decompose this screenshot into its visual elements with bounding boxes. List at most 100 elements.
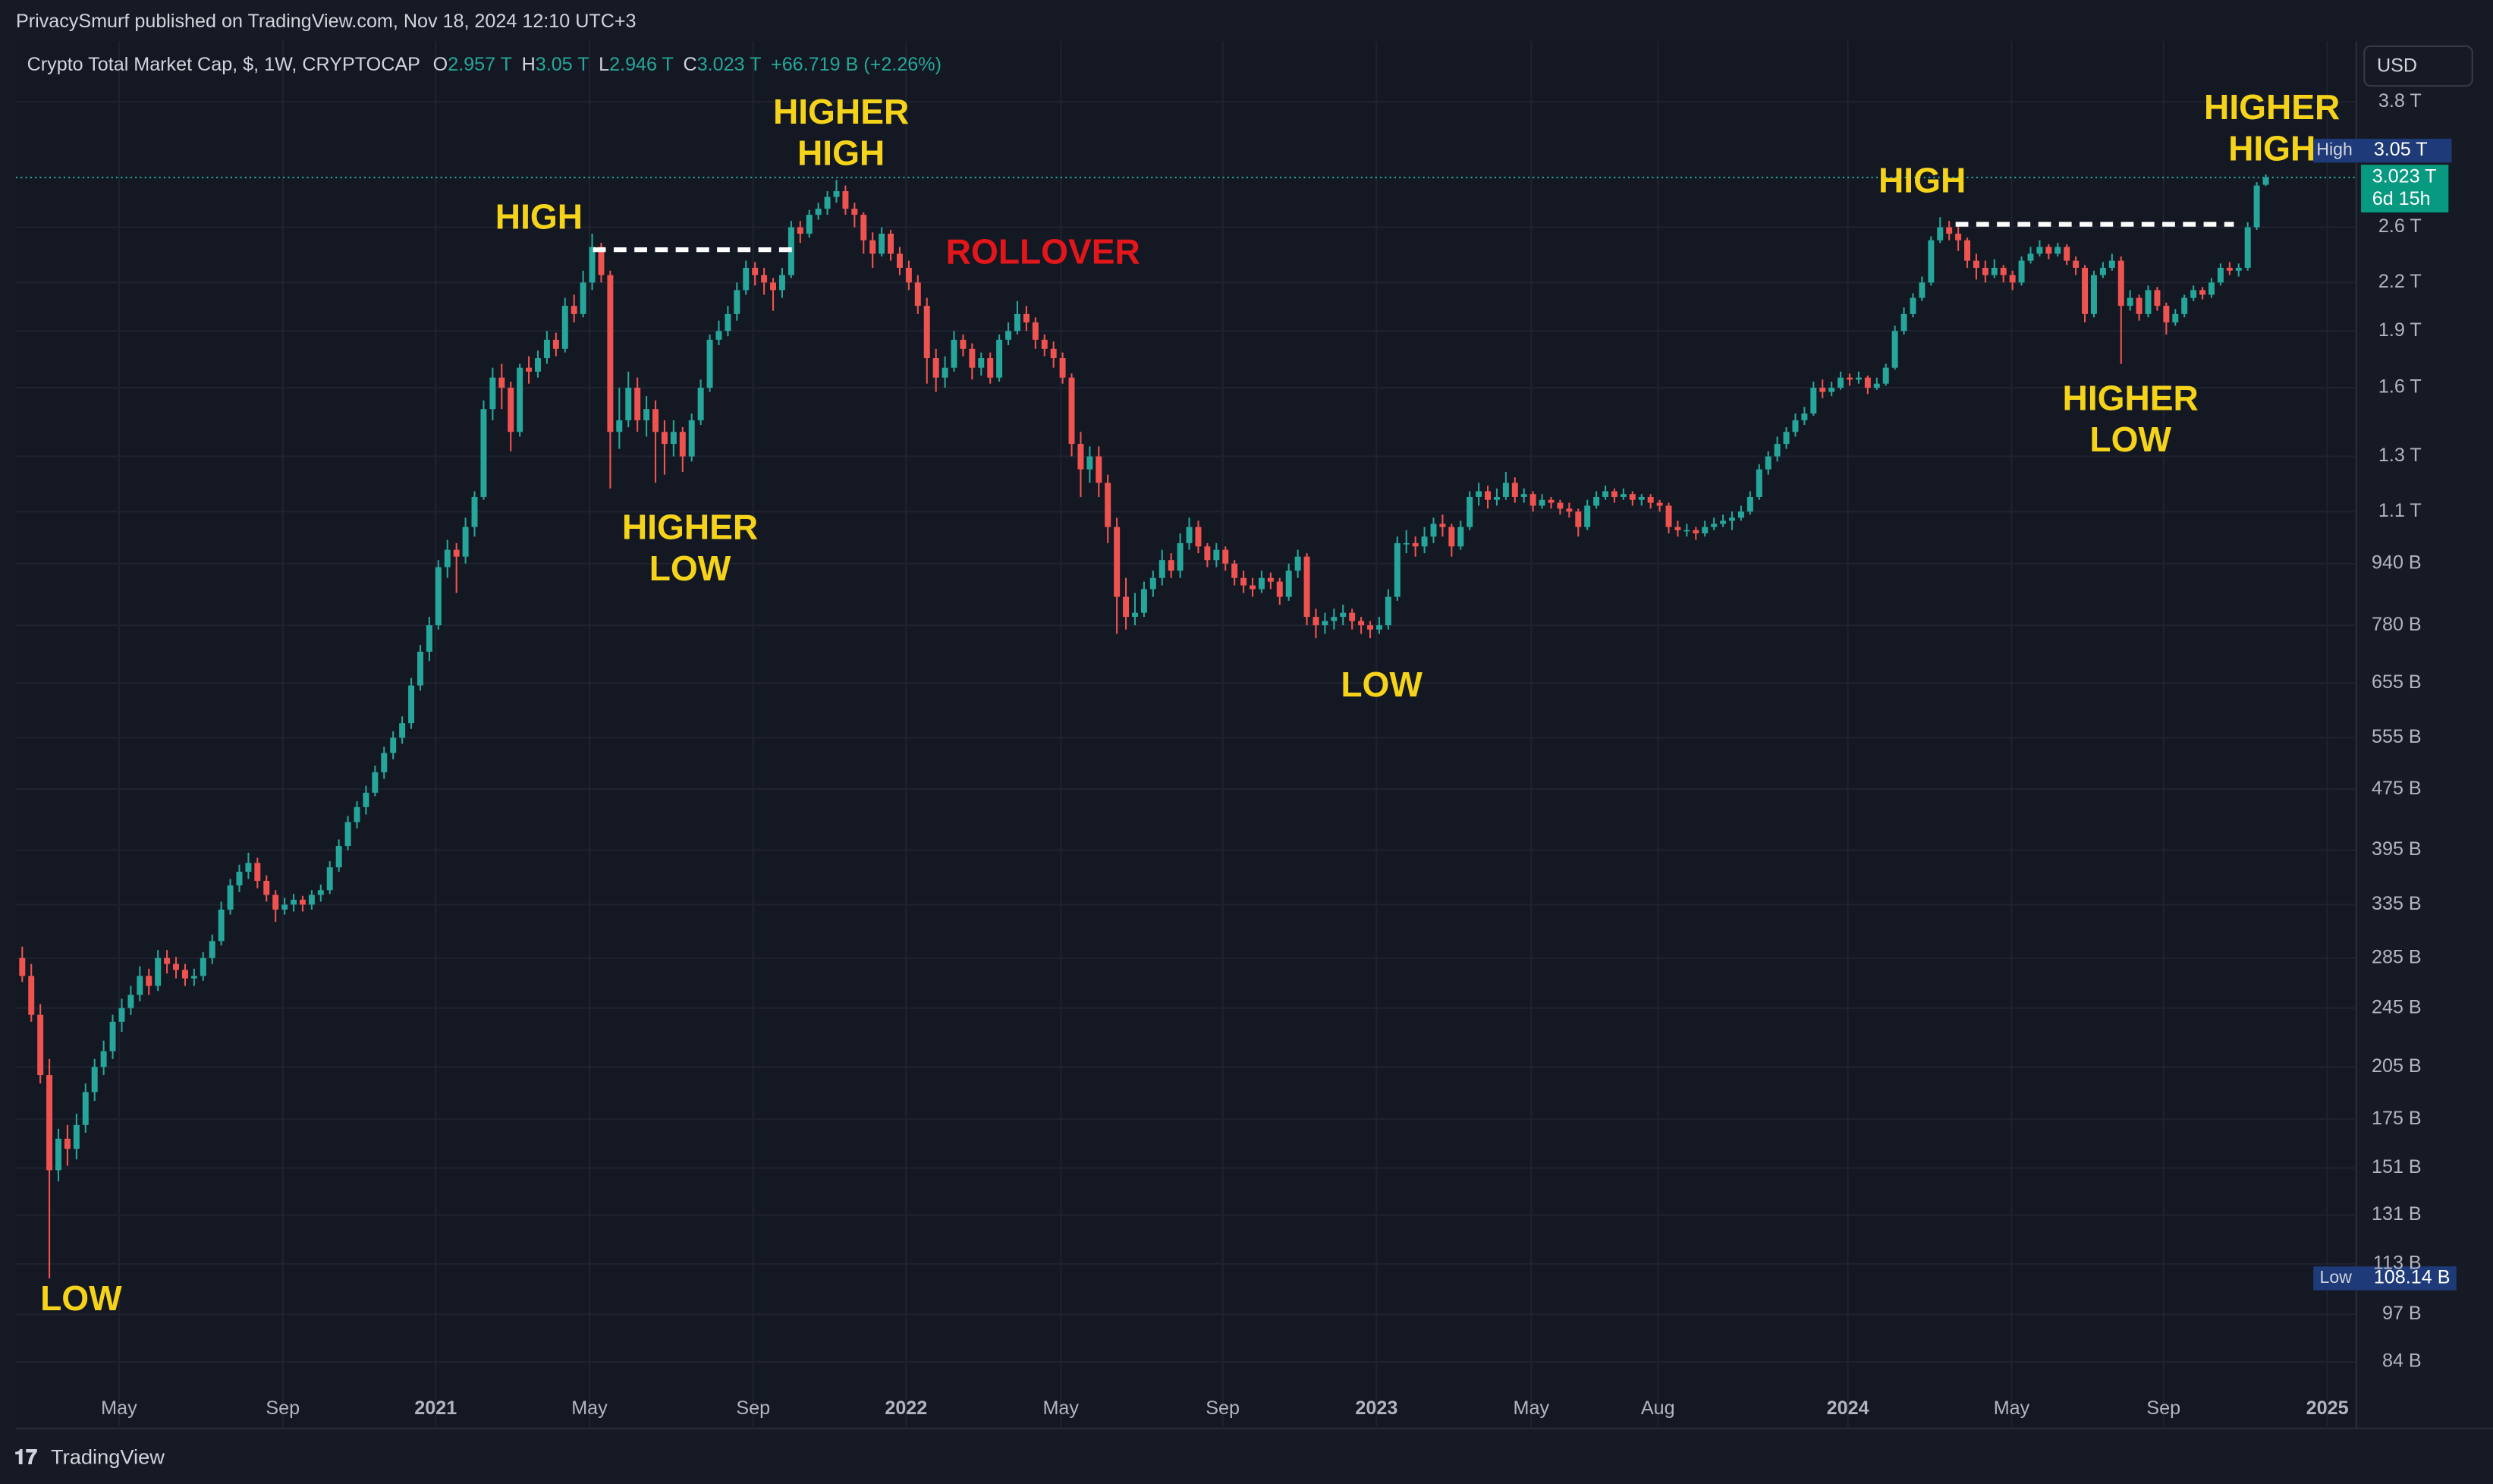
annotation: HIGH [2228, 128, 2315, 168]
candle-body [1566, 508, 1573, 512]
candle-body [1186, 527, 1193, 543]
candle-body [1250, 585, 1256, 590]
grid [15, 41, 2356, 1429]
candle-body [1041, 339, 1048, 349]
x-tick-label: 2023 [1355, 1398, 1397, 1419]
candle-body [1240, 577, 1247, 586]
candle-body [1847, 377, 1853, 380]
currency-label[interactable]: USD [2377, 55, 2417, 77]
candle-body [1792, 420, 1799, 432]
annotation: HIGHER [622, 507, 758, 546]
candle-body [734, 290, 740, 314]
candle-body [815, 209, 822, 215]
x-tick-label: Sep [1206, 1398, 1240, 1419]
candle-body [245, 863, 252, 872]
candle-body [1276, 581, 1283, 597]
candle-body [1023, 313, 1030, 322]
candle-body [181, 970, 188, 979]
candle-body [335, 846, 342, 868]
candle-body [1819, 388, 1826, 392]
candle-body [2217, 267, 2224, 283]
candle-body [408, 685, 415, 724]
candle-body [2172, 313, 2179, 322]
candle-body [291, 899, 297, 905]
candle-body [598, 247, 605, 275]
high-marker-value: 3.05 T [2374, 139, 2428, 160]
low-marker-label: Low [2320, 1267, 2353, 1287]
currency-button[interactable] [2363, 45, 2473, 87]
candle-body [1367, 625, 1374, 630]
candle-body [1358, 621, 1365, 626]
candle-body [462, 527, 469, 557]
candle-body [806, 215, 813, 234]
candle-body [1213, 549, 1220, 561]
candle-body [1665, 505, 1672, 527]
candle-body [471, 496, 478, 527]
candle-body [1529, 494, 1536, 506]
candle-body [37, 1014, 44, 1076]
candle-body [381, 753, 388, 772]
candle-body [1783, 432, 1790, 445]
y-tick-label: 2.2 T [2378, 271, 2422, 292]
annotation: HIGH [797, 134, 885, 173]
y-tick-label: 2.6 T [2378, 215, 2422, 237]
candle-body [1222, 549, 1229, 564]
ohlc-key: H [522, 54, 536, 75]
candle-body [2244, 227, 2251, 268]
candle-body [109, 1021, 116, 1052]
candle-body [1746, 496, 1753, 512]
candle-body [1149, 577, 1156, 590]
candle-body [526, 367, 533, 372]
candle-body [363, 792, 369, 807]
y-tick-label: 335 B [2372, 893, 2422, 914]
candle-body [1077, 444, 1084, 470]
candle-body [1476, 491, 1482, 497]
footer-brand: TradingView [51, 1445, 165, 1469]
candle-body [652, 409, 659, 432]
candle-body [127, 995, 134, 1008]
candle-body [607, 275, 614, 432]
candle-body [1439, 523, 1446, 527]
candle-body [299, 899, 306, 905]
candle-body [896, 253, 903, 268]
candle-body [1430, 523, 1437, 537]
candle-body [1828, 388, 1835, 392]
candle-body [580, 282, 586, 314]
candle-body [1602, 491, 1609, 497]
ohlc-value: 3.05 T [536, 54, 589, 75]
candle-body [308, 894, 315, 905]
candle-body [616, 420, 623, 432]
candle-body [951, 339, 957, 368]
candle-body [1693, 530, 1699, 533]
candle-body [1014, 313, 1020, 332]
y-tick-label: 475 B [2372, 778, 2422, 799]
candle-body [661, 432, 668, 445]
candle-body [1105, 483, 1111, 527]
annotation: HIGHER [2063, 378, 2199, 417]
x-tick-label: May [571, 1398, 608, 1419]
candle-body [344, 822, 351, 847]
candle-body [761, 275, 768, 283]
candle-body [146, 976, 152, 986]
last-price-value: 3.023 T [2372, 166, 2437, 187]
y-tick-label: 3.8 T [2378, 90, 2422, 112]
candle-body [326, 867, 333, 891]
candle-body [2127, 297, 2133, 307]
candle-body [1801, 413, 1808, 420]
candle-body [73, 1124, 80, 1149]
candle-body [480, 409, 487, 497]
candle-body [200, 957, 206, 976]
candle-body [1919, 282, 1926, 298]
candle-body [1629, 494, 1636, 500]
footer-logo: 𝟏𝟕 [14, 1445, 37, 1469]
candle-body [236, 872, 243, 886]
candle-body [1467, 496, 1473, 527]
candle-body [552, 339, 559, 349]
candle-body [905, 267, 912, 283]
candle-body [752, 267, 759, 275]
candle-body [209, 941, 215, 958]
candle-body [190, 976, 197, 979]
candle-body [1838, 377, 1844, 388]
candle-body [2163, 306, 2170, 322]
candle-body [1385, 596, 1391, 626]
